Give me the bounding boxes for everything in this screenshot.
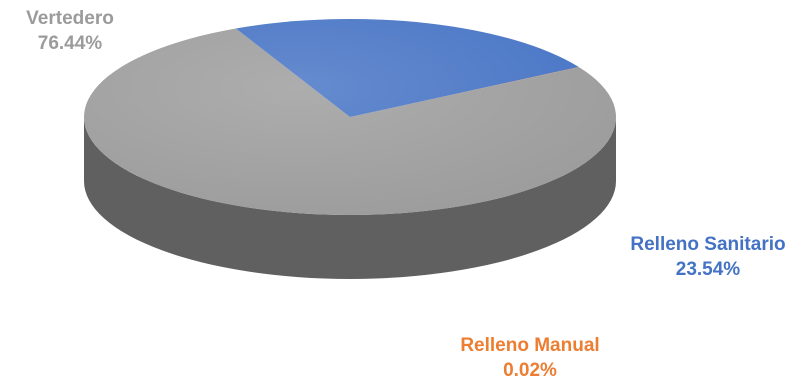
pie-top-layer bbox=[83, 19, 617, 216]
slice-label-vertedero: Vertedero 76.44% bbox=[0, 6, 140, 56]
pie-side-vertedero bbox=[84, 117, 616, 279]
pie-side-layer bbox=[84, 117, 616, 279]
slice-label-name: Vertedero bbox=[26, 8, 114, 29]
slice-label-name: Relleno Sanitario bbox=[630, 234, 786, 255]
slice-label-value: 23.54% bbox=[675, 259, 741, 280]
slice-label-relleno-sanitario: Relleno Sanitario 23.54% bbox=[610, 232, 806, 282]
slice-label-relleno-manual: Relleno Manual 0.02% bbox=[440, 333, 620, 383]
slice-label-name: Relleno Manual bbox=[460, 335, 600, 356]
slice-label-value: 76.44% bbox=[37, 33, 103, 54]
slice-label-value: 0.02% bbox=[503, 360, 557, 381]
